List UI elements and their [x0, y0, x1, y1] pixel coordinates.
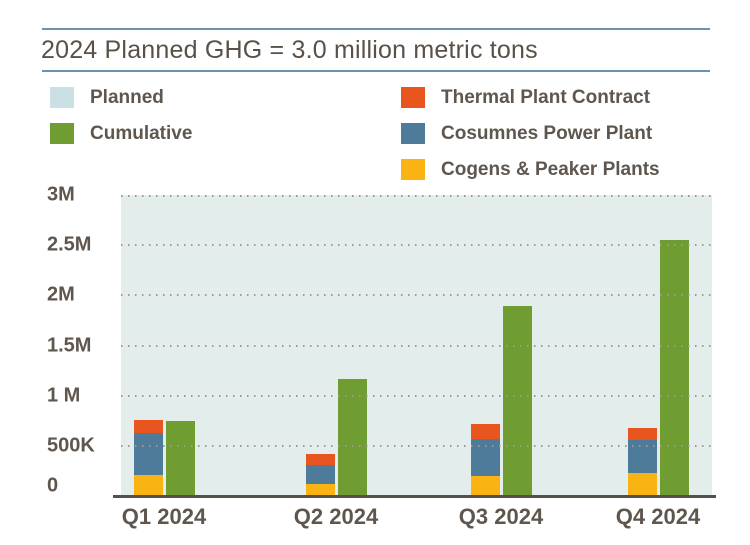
plot-area-planned-background: [121, 195, 712, 496]
legend-right-column: Thermal Plant Contract Cosumnes Power Pl…: [401, 87, 660, 180]
bar-q4-2024-cogens-peaker-plants: [627, 472, 657, 496]
legend-item-cosumnes-power-plant: Cosumnes Power Plant: [401, 123, 660, 144]
y-tick-label-2-5m: 2.5M: [47, 233, 92, 256]
bar-q4-2024-thermal-plant-contract: [627, 428, 657, 441]
y-tick-label-0: 0: [47, 474, 59, 497]
legend-item-planned: Planned: [50, 87, 192, 108]
legend-label-cumulative: Cumulative: [90, 122, 193, 144]
bar-q3-2024-thermal-plant-contract: [470, 423, 500, 439]
legend-left-column: Planned Cumulative: [50, 87, 192, 144]
x-tick-label-q2-2024: Q2 2024: [293, 504, 379, 529]
legend-item-cogens-peaker-plants: Cogens & Peaker Plants: [401, 159, 660, 180]
cogens-peaker-plants-swatch: [401, 159, 425, 180]
bar-q4-2024-cumulative: [659, 240, 689, 496]
thermal-plant-contract-swatch: [401, 87, 425, 108]
legend-label-planned: Planned: [90, 86, 164, 108]
gridline-500k: [121, 444, 712, 447]
x-tick-label-q4-2024: Q4 2024: [615, 504, 701, 529]
gridline-1-m: [121, 394, 712, 397]
y-tick-label-1-m: 1 M: [47, 384, 81, 407]
bar-q1-2024-thermal-plant-contract: [133, 420, 163, 433]
bar-q1-2024-cosumnes-power-plant: [133, 432, 163, 475]
legend-label-thermal-plant-contract: Thermal Plant Contract: [441, 86, 651, 108]
bar-q1-2024-cogens-peaker-plants: [133, 474, 163, 496]
y-tick-label-500k: 500K: [47, 434, 95, 457]
cosumnes-power-plant-swatch: [401, 123, 425, 144]
bar-q2-2024-thermal-plant-contract: [305, 453, 335, 465]
legend-item-thermal-plant-contract: Thermal Plant Contract: [401, 87, 660, 108]
legend-label-cogens-peaker-plants: Cogens & Peaker Plants: [441, 158, 660, 180]
title-rule-top: [42, 28, 710, 30]
bar-q2-2024-cosumnes-power-plant: [305, 464, 335, 485]
y-tick-label-3m: 3M: [47, 183, 75, 206]
cumulative-swatch: [50, 123, 74, 144]
bar-q1-2024-cumulative: [165, 420, 195, 496]
bar-q2-2024-cogens-peaker-plants: [305, 484, 335, 496]
x-tick-label-q3-2024: Q3 2024: [458, 504, 544, 529]
planned-swatch: [50, 87, 74, 108]
title-rule-bottom: [42, 70, 710, 72]
bar-q2-2024-cumulative: [337, 378, 367, 496]
gridline-1-5m: [121, 344, 712, 347]
legend-item-cumulative: Cumulative: [50, 123, 192, 144]
bar-q3-2024-cumulative: [502, 306, 532, 496]
x-axis-line: [113, 495, 716, 498]
x-tick-label-q1-2024: Q1 2024: [121, 504, 207, 529]
chart-title: 2024 Planned GHG = 3.0 million metric to…: [41, 36, 538, 64]
y-tick-label-2m: 2M: [47, 283, 75, 306]
gridline-2m: [121, 294, 712, 297]
y-tick-label-1-5m: 1.5M: [47, 334, 92, 356]
legend-label-cosumnes-power-plant: Cosumnes Power Plant: [441, 122, 653, 144]
gridline-3m: [121, 195, 712, 197]
gridline-2-5m: [121, 244, 712, 247]
bar-q3-2024-cogens-peaker-plants: [470, 476, 500, 496]
